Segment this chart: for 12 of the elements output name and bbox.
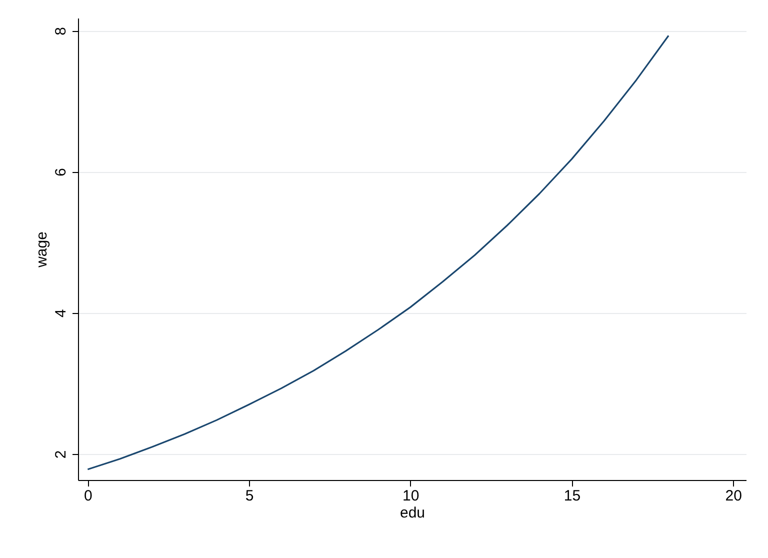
y-tick-label: 8 xyxy=(52,27,70,36)
y-tick-label: 2 xyxy=(52,450,70,459)
x-tick-label: 15 xyxy=(564,488,581,504)
y-axis-title: wage xyxy=(34,232,50,268)
x-tick-label: 10 xyxy=(402,488,420,504)
x-axis-title: edu xyxy=(400,504,426,522)
y-tick-label: 6 xyxy=(52,168,70,176)
x-tick-label: 5 xyxy=(245,488,254,504)
x-tick-label: 0 xyxy=(84,488,92,504)
line-series xyxy=(86,34,670,470)
y-tick-label: 4 xyxy=(52,309,70,318)
x-tick-label: 20 xyxy=(725,488,742,504)
